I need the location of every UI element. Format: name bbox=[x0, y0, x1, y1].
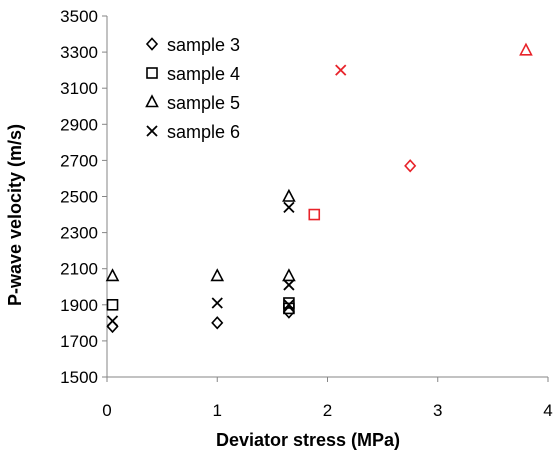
data-point bbox=[283, 201, 295, 213]
data-point bbox=[283, 297, 295, 309]
highlighted-data-point bbox=[404, 159, 417, 173]
y-tick-label: 2700 bbox=[60, 151, 98, 170]
data-point bbox=[106, 319, 119, 334]
data-point bbox=[211, 316, 224, 330]
legend-item: sample 4 bbox=[146, 64, 240, 84]
data-point bbox=[106, 315, 119, 327]
legend-marker bbox=[146, 125, 158, 137]
y-tick-label: 2500 bbox=[60, 188, 98, 207]
data-point bbox=[210, 268, 225, 282]
y-tick-label: 1700 bbox=[60, 332, 98, 351]
y-tick-label: 2100 bbox=[60, 260, 98, 279]
legend: sample 3 sample 4 sample 5 sample 6 bbox=[145, 35, 240, 142]
y-axis-ticks: 1500 1700 1900 2100 2300 2500 2700 2900 3100 3300… bbox=[60, 7, 107, 387]
plot-area: 1500 1700 1900 2100 2300 2500 2700 2900 3100 3300… bbox=[60, 7, 553, 420]
legend-label: sample 6 bbox=[167, 122, 240, 142]
legend-marker bbox=[145, 37, 159, 51]
y-tick-label: 3100 bbox=[60, 79, 98, 98]
y-tick-label: 2900 bbox=[60, 115, 98, 134]
x-axis-ticks: 0 1 2 3 4 bbox=[102, 377, 553, 420]
data-point bbox=[283, 279, 295, 291]
x-tick-label: 3 bbox=[433, 401, 442, 420]
data-point bbox=[283, 299, 295, 311]
legend-label: sample 3 bbox=[167, 35, 240, 55]
y-tick-label: 3500 bbox=[60, 7, 98, 26]
series-sample-6 bbox=[106, 64, 347, 327]
legend-item: sample 6 bbox=[146, 122, 240, 142]
legend-marker bbox=[145, 94, 159, 108]
y-axis-title: P-wave velocity (m/s) bbox=[5, 124, 25, 306]
legend-label: sample 4 bbox=[167, 64, 240, 84]
data-point bbox=[282, 305, 295, 319]
x-tick-label: 1 bbox=[213, 401, 222, 420]
x-tick-label: 2 bbox=[323, 401, 332, 420]
series-sample-4 bbox=[106, 208, 321, 315]
highlighted-data-point bbox=[308, 208, 321, 221]
x-tick-label: 0 bbox=[102, 401, 111, 420]
data-point bbox=[282, 268, 296, 282]
y-tick-label: 1900 bbox=[60, 296, 98, 315]
y-tick-label: 2300 bbox=[60, 224, 98, 243]
legend-item: sample 5 bbox=[145, 93, 240, 113]
data-point bbox=[106, 298, 119, 311]
legend-marker bbox=[146, 67, 158, 79]
data-point bbox=[282, 188, 296, 202]
y-tick-label: 1500 bbox=[60, 368, 98, 387]
y-tick-label: 3300 bbox=[60, 43, 98, 62]
x-axis-title: Deviator stress (MPa) bbox=[216, 430, 400, 450]
legend-label: sample 5 bbox=[167, 93, 240, 113]
highlighted-data-point bbox=[335, 64, 347, 76]
series-sample-5 bbox=[105, 42, 533, 282]
data-point bbox=[105, 268, 120, 282]
series-sample-3 bbox=[106, 159, 417, 334]
x-tick-label: 4 bbox=[543, 401, 552, 420]
data-point bbox=[211, 297, 223, 309]
legend-item: sample 3 bbox=[145, 35, 240, 55]
highlighted-data-point bbox=[519, 42, 533, 56]
data-markers bbox=[105, 42, 533, 334]
